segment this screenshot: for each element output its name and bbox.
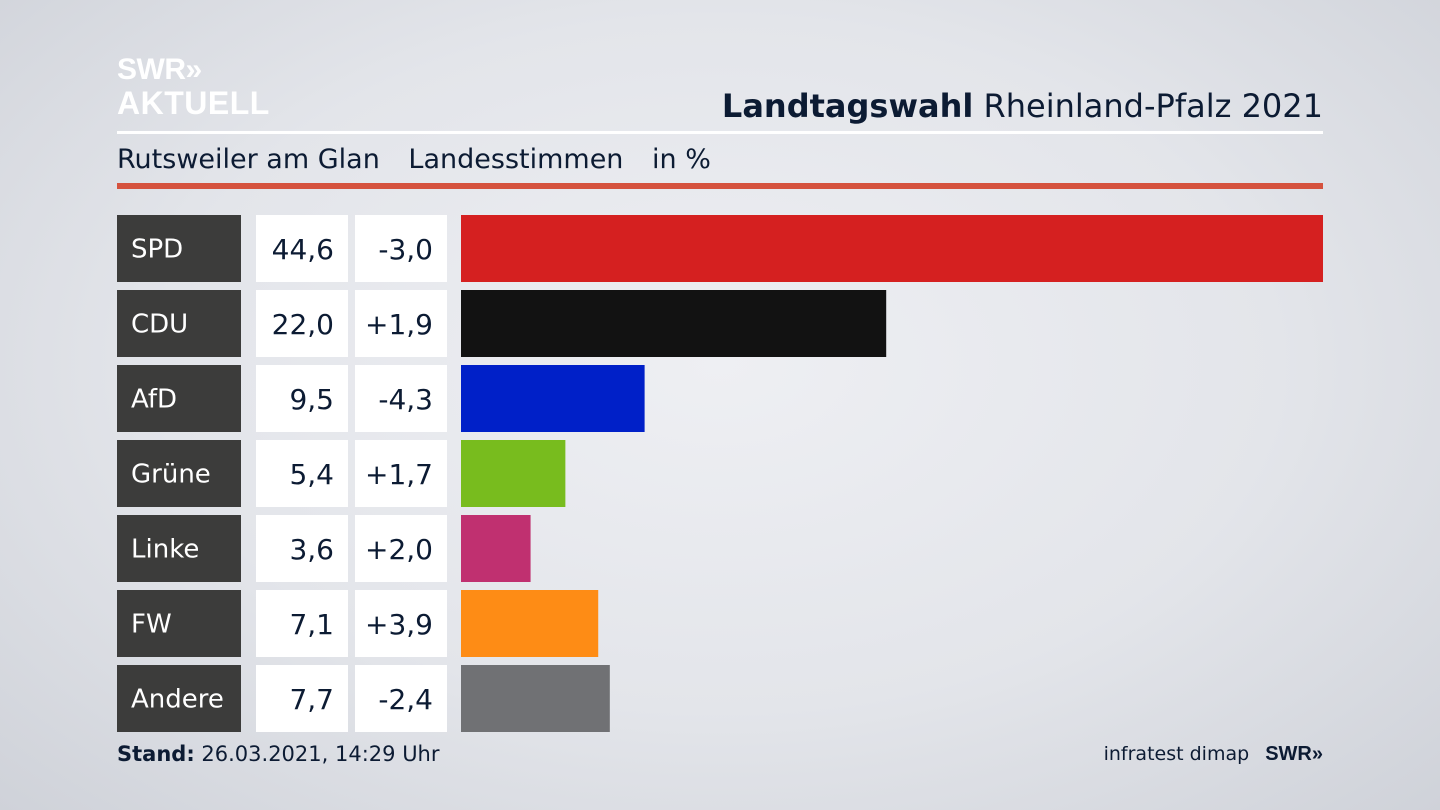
value-box-fw: [256, 590, 348, 657]
party-label-box-linke: [117, 515, 241, 582]
bar-afd: [461, 365, 645, 432]
change-label-spd: -3,0: [378, 233, 433, 266]
location-label: Rutsweiler am Glan: [117, 144, 380, 175]
party-label-spd: SPD: [131, 235, 183, 265]
change-box-andere: [355, 665, 447, 732]
chart-subtitle: Rutsweiler am Glan Landesstimmen in %: [117, 142, 731, 178]
bar-cdu: [461, 290, 887, 357]
change-label-fw: +3,9: [365, 608, 433, 641]
change-label-afd: -4,3: [378, 383, 433, 416]
value-label-andere: 7,7: [289, 683, 334, 716]
timestamp: Stand: 26.03.2021, 14:29 Uhr: [117, 740, 440, 768]
stand-label: Stand:: [117, 742, 195, 766]
change-label-linke: +2,0: [365, 533, 433, 566]
value-label-gruene: 5,4: [289, 458, 334, 491]
party-label-andere: Andere: [131, 685, 224, 715]
value-box-linke: [256, 515, 348, 582]
change-box-linke: [355, 515, 447, 582]
value-box-spd: [256, 215, 348, 282]
value-box-gruene: [256, 440, 348, 507]
value-box-andere: [256, 665, 348, 732]
title-bold: Landtagswahl: [721, 87, 974, 125]
bar-fw: [461, 590, 599, 657]
page-title: Landtagswahl Rheinland-Pfalz 2021: [722, 86, 1323, 126]
swr-aktuell-logo: SWR» AKTUELL: [117, 53, 270, 121]
value-label-cdu: 22,0: [272, 308, 334, 341]
bar-spd: [461, 215, 1323, 282]
change-box-afd: [355, 365, 447, 432]
party-label-box-cdu: [117, 290, 241, 357]
value-label-linke: 3,6: [289, 533, 334, 566]
party-label-box-afd: [117, 365, 241, 432]
party-label-cdu: CDU: [131, 310, 188, 340]
party-label-linke: Linke: [131, 535, 199, 565]
party-label-gruene: Grüne: [131, 460, 211, 490]
change-label-andere: -2,4: [378, 683, 433, 716]
party-label-box-andere: [117, 665, 241, 732]
value-label-afd: 9,5: [289, 383, 334, 416]
source-credit: infratest dimap SWR»: [1104, 740, 1323, 768]
title-rest: Rheinland-Pfalz 2021: [983, 87, 1323, 125]
vote-type-label: Landesstimmen: [408, 144, 624, 175]
party-label-afd: AfD: [131, 385, 177, 415]
logo-swr-text: SWR»: [117, 53, 202, 86]
value-box-afd: [256, 365, 348, 432]
change-box-cdu: [355, 290, 447, 357]
accent-divider: [117, 183, 1323, 189]
bar-gruene: [461, 440, 566, 507]
change-box-fw: [355, 590, 447, 657]
source-label: infratest dimap: [1103, 743, 1250, 765]
party-label-fw: FW: [131, 610, 172, 640]
logo-aktuell-text: AKTUELL: [117, 85, 270, 121]
change-label-cdu: +1,9: [365, 308, 433, 341]
change-label-gruene: +1,7: [365, 458, 433, 491]
value-label-fw: 7,1: [289, 608, 334, 641]
header-divider: [117, 131, 1323, 134]
change-box-gruene: [355, 440, 447, 507]
party-label-box-fw: [117, 590, 241, 657]
swr-logo-small: SWR»: [1265, 743, 1323, 765]
bar-andere: [461, 665, 610, 732]
value-label-spd: 44,6: [272, 233, 334, 266]
party-label-box-spd: [117, 215, 241, 282]
stand-value: 26.03.2021, 14:29 Uhr: [201, 742, 440, 766]
party-label-box-gruene: [117, 440, 241, 507]
bar-linke: [461, 515, 531, 582]
change-box-spd: [355, 215, 447, 282]
value-box-cdu: [256, 290, 348, 357]
unit-label: in %: [652, 144, 711, 175]
